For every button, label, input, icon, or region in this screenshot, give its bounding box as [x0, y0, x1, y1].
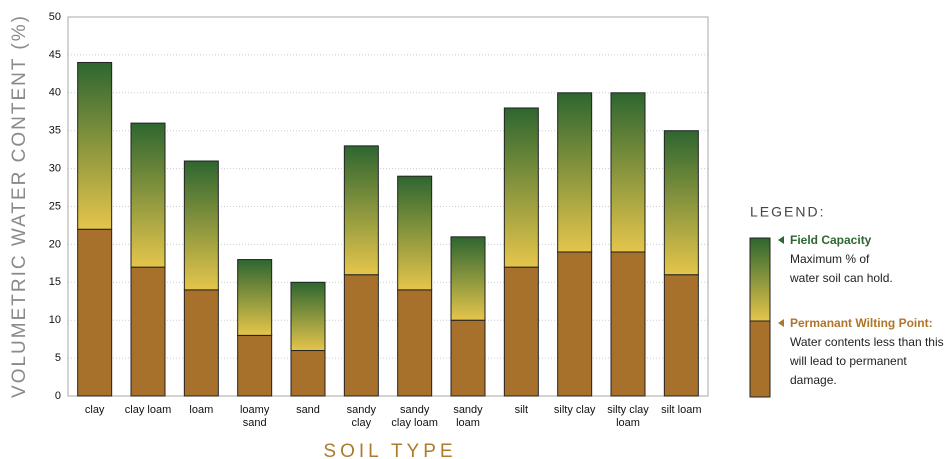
- bar-segment: [343, 145, 379, 276]
- bar-segment: [130, 266, 166, 397]
- bar-segment: [397, 175, 433, 291]
- legend-label: Permanant Wilting Point:: [790, 316, 933, 330]
- bar-segment: [557, 251, 593, 397]
- legend-pointer: [778, 319, 784, 327]
- x-tick-label: silt: [514, 404, 529, 416]
- x-tick-label: sandy clay loam: [391, 404, 438, 429]
- bar-segment: [77, 228, 113, 397]
- legend-swatch: [749, 320, 771, 398]
- bar-segment: [130, 122, 166, 268]
- bar-segment: [397, 289, 433, 397]
- bar-segment: [77, 61, 113, 230]
- x-tick-label: silty clay loam: [607, 404, 649, 429]
- bar-segment: [450, 319, 486, 397]
- y-tick-label: 45: [49, 49, 61, 61]
- y-tick-label: 20: [49, 238, 61, 250]
- x-tick-label: sandy loam: [453, 404, 483, 429]
- bar-segment: [557, 92, 593, 253]
- bar-segment: [503, 107, 539, 268]
- bar-segment: [610, 92, 646, 253]
- x-tick-label: loam: [189, 404, 214, 416]
- x-tick-label: sandy clay: [346, 404, 376, 429]
- bar-segment: [290, 350, 326, 397]
- bar-segment: [663, 130, 699, 276]
- y-tick-label: 5: [55, 352, 61, 364]
- bar-segment: [450, 236, 486, 321]
- y-tick-label: 35: [49, 125, 61, 137]
- bar-segment: [290, 281, 326, 352]
- x-tick-label: silt loam: [661, 404, 702, 416]
- x-axis-label: SOIL TYPE: [323, 441, 456, 459]
- bar-segment: [343, 274, 379, 397]
- legend-pointer: [778, 236, 784, 244]
- bar-segment: [663, 274, 699, 397]
- y-tick-label: 50: [49, 11, 61, 23]
- bar-segment: [237, 259, 273, 336]
- legend-title: LEGEND:: [750, 204, 825, 220]
- y-tick-label: 25: [49, 200, 61, 212]
- bar-segment: [503, 266, 539, 397]
- bar-segment: [183, 289, 219, 397]
- legend-label: Field Capacity: [790, 233, 872, 247]
- y-tick-label: 15: [49, 276, 61, 288]
- x-tick-label: clay loam: [124, 404, 172, 416]
- y-tick-label: 40: [49, 87, 61, 99]
- legend-description: Maximum % of water soil can hold.: [790, 252, 893, 285]
- legend-entry: Field Capacity Maximum % of water soil ca…: [790, 231, 947, 288]
- x-tick-label: sand: [296, 404, 320, 416]
- bar-segment: [183, 160, 219, 291]
- y-tick-label: 10: [49, 314, 61, 326]
- legend-entry: Permanant Wilting Point: Water contents l…: [790, 314, 947, 390]
- y-axis-label: VOLUMETRIC WATER CONTENT (%): [9, 14, 30, 398]
- x-tick-label: loamy sand: [239, 404, 270, 429]
- bar-segment: [610, 251, 646, 397]
- y-tick-label: 30: [49, 163, 61, 175]
- x-tick-label: silty clay: [553, 404, 596, 416]
- legend-swatch: [749, 237, 771, 322]
- x-tick-label: clay: [84, 404, 105, 416]
- y-tick-label: 0: [55, 390, 61, 402]
- bar-segment: [237, 334, 273, 397]
- legend-description: Water contents less than this will lead …: [790, 335, 944, 387]
- plot-frame: [67, 16, 709, 397]
